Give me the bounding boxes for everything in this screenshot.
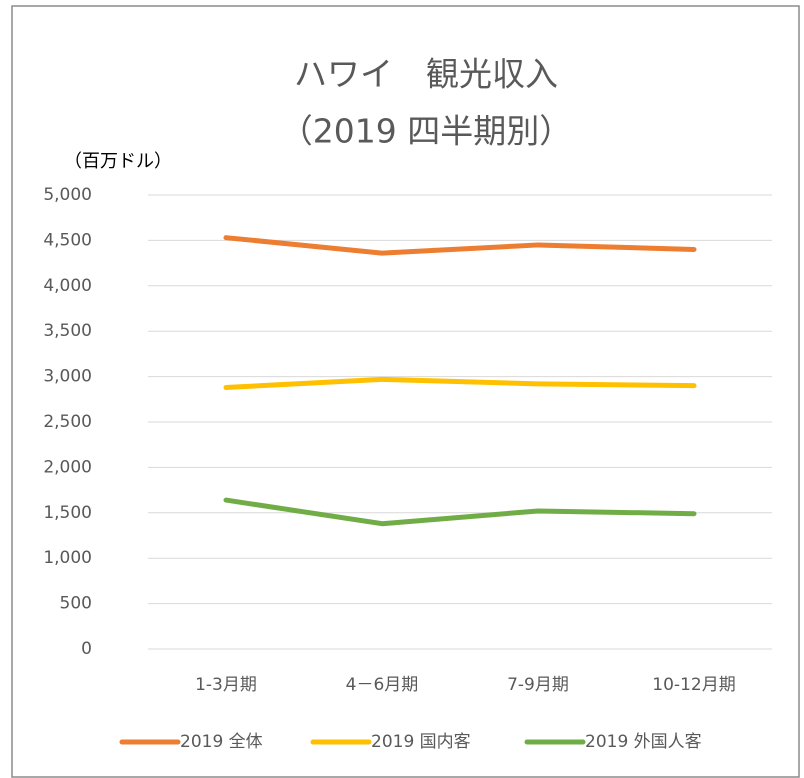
y-tick-label: 4,500 xyxy=(43,230,92,250)
x-tick-label: 7-9月期 xyxy=(507,675,569,695)
chart-subtitle: （2019 四半期別） xyxy=(280,112,572,151)
legend-label: 2019 外国人客 xyxy=(585,732,702,752)
y-axis-label: （百万ドル） xyxy=(64,151,172,172)
legend-label: 2019 全体 xyxy=(180,732,263,752)
y-tick-label: 1,500 xyxy=(43,503,92,523)
series-line xyxy=(223,497,697,527)
y-tick-label: 3,500 xyxy=(43,321,92,341)
legend-label: 2019 国内客 xyxy=(371,732,471,752)
x-tick-label: 4－6月期 xyxy=(346,675,419,695)
y-tick-label: 500 xyxy=(60,594,92,614)
y-tick-label: 1,000 xyxy=(43,548,92,568)
chart-title: ハワイ 観光収入 xyxy=(294,55,558,94)
series-line xyxy=(223,235,697,256)
y-tick-label: 2,500 xyxy=(43,412,92,432)
y-tick-label: 2,000 xyxy=(43,457,92,477)
y-tick-label: 4,000 xyxy=(43,276,92,296)
y-tick-label: 5,000 xyxy=(43,185,92,205)
y-tick-label: 3,000 xyxy=(43,367,92,387)
series-line xyxy=(223,376,697,390)
x-tick-label: 10-12月期 xyxy=(652,675,735,695)
y-tick-label: 0 xyxy=(81,639,92,659)
x-tick-label: 1-3月期 xyxy=(195,675,257,695)
